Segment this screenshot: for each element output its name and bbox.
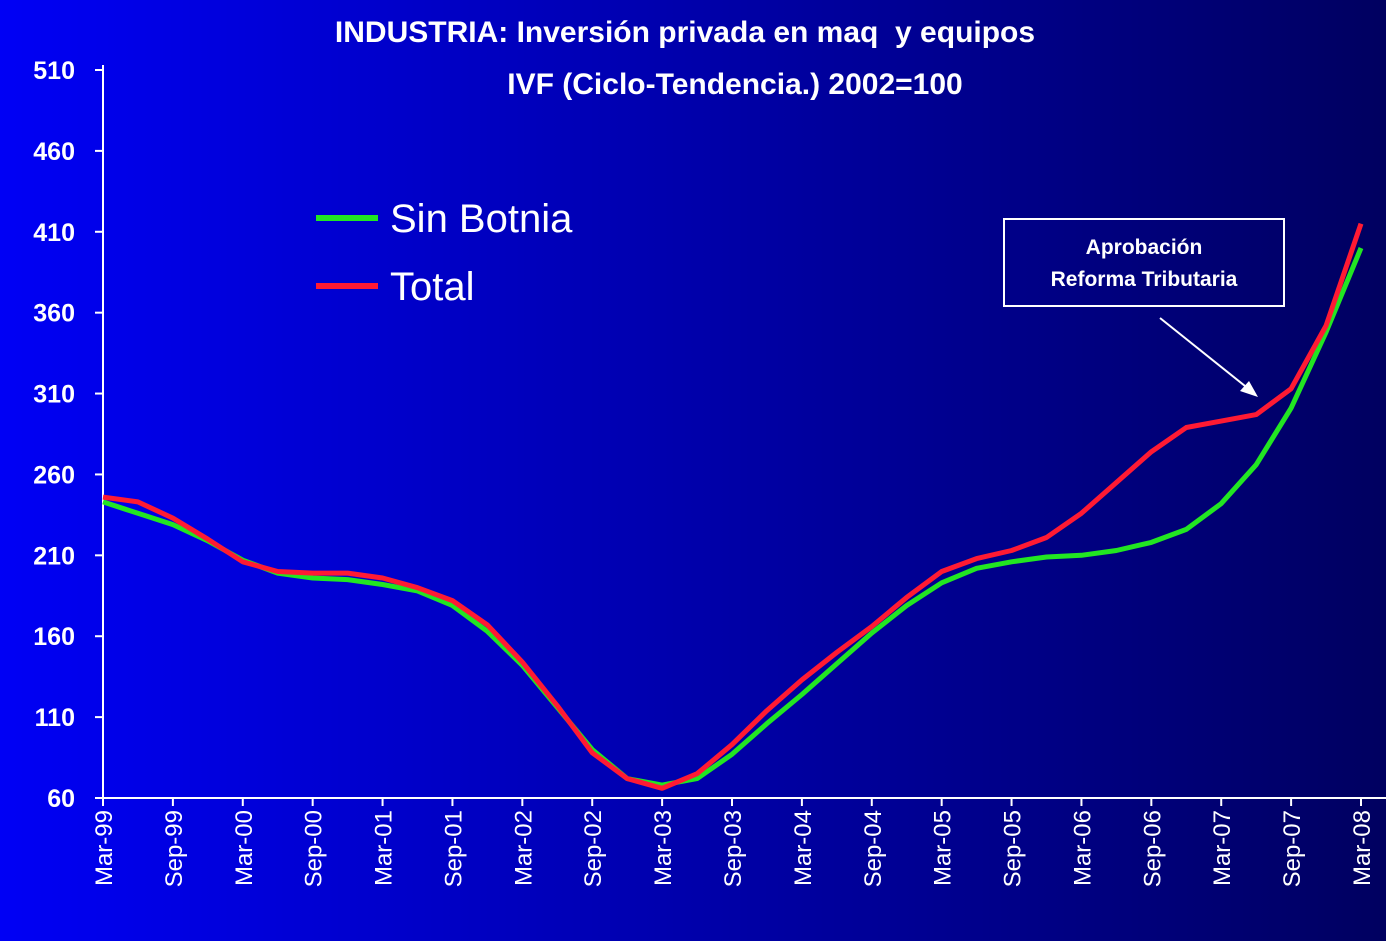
annotation-text: Reforma Tributaria bbox=[1051, 268, 1238, 291]
chart-title: INDUSTRIA: Inversión privada en maq y eq… bbox=[335, 16, 1035, 49]
x-tick-label: Sep-07 bbox=[1279, 810, 1306, 887]
y-tick-label: 360 bbox=[33, 300, 75, 328]
annotation-box bbox=[1003, 218, 1285, 307]
x-tick-label: Sep-00 bbox=[301, 810, 328, 887]
y-tick-label: 60 bbox=[47, 785, 75, 813]
y-tick-label: 310 bbox=[33, 381, 75, 409]
x-tick-label: Sep-02 bbox=[580, 810, 607, 887]
x-tick-label: Mar-02 bbox=[510, 810, 537, 886]
y-tick-label: 260 bbox=[33, 461, 75, 489]
x-tick-label: Sep-01 bbox=[440, 810, 467, 887]
series-line bbox=[102, 222, 1364, 791]
arrow-head bbox=[1240, 381, 1258, 397]
x-tick-label: Sep-03 bbox=[720, 810, 747, 887]
x-tick-label: Sep-04 bbox=[860, 810, 887, 887]
annotation-text: Aprobación bbox=[1086, 236, 1203, 259]
x-tick-label: Mar-08 bbox=[1349, 810, 1376, 886]
x-tick-label: Sep-99 bbox=[161, 810, 188, 887]
x-tick-label: Sep-06 bbox=[1139, 810, 1166, 887]
x-tick-label: Mar-04 bbox=[790, 810, 817, 886]
series-line bbox=[102, 247, 1364, 788]
y-tick-label: 510 bbox=[33, 57, 75, 85]
x-tick-label: Mar-99 bbox=[91, 810, 118, 886]
y-tick-label: 410 bbox=[33, 219, 75, 247]
legend-label: Sin Botnia bbox=[390, 197, 573, 241]
chart-subtitle: IVF (Ciclo-Tendencia.) 2002=100 bbox=[507, 68, 962, 101]
y-tick-label: 110 bbox=[35, 704, 75, 732]
x-tick-label: Mar-07 bbox=[1209, 810, 1236, 886]
x-tick-label: Mar-06 bbox=[1069, 810, 1096, 886]
legend-label: Total bbox=[390, 265, 475, 309]
x-tick-label: Mar-03 bbox=[650, 810, 677, 886]
x-tick-label: Mar-01 bbox=[371, 810, 398, 886]
x-tick-label: Mar-05 bbox=[930, 810, 957, 886]
annotation-arrow bbox=[1159, 317, 1251, 391]
x-tick-label: Sep-05 bbox=[1000, 810, 1027, 887]
y-tick-label: 460 bbox=[33, 138, 75, 166]
x-tick-label: Mar-00 bbox=[231, 810, 258, 886]
y-tick-label: 160 bbox=[33, 623, 75, 651]
y-tick-label: 210 bbox=[33, 542, 75, 570]
